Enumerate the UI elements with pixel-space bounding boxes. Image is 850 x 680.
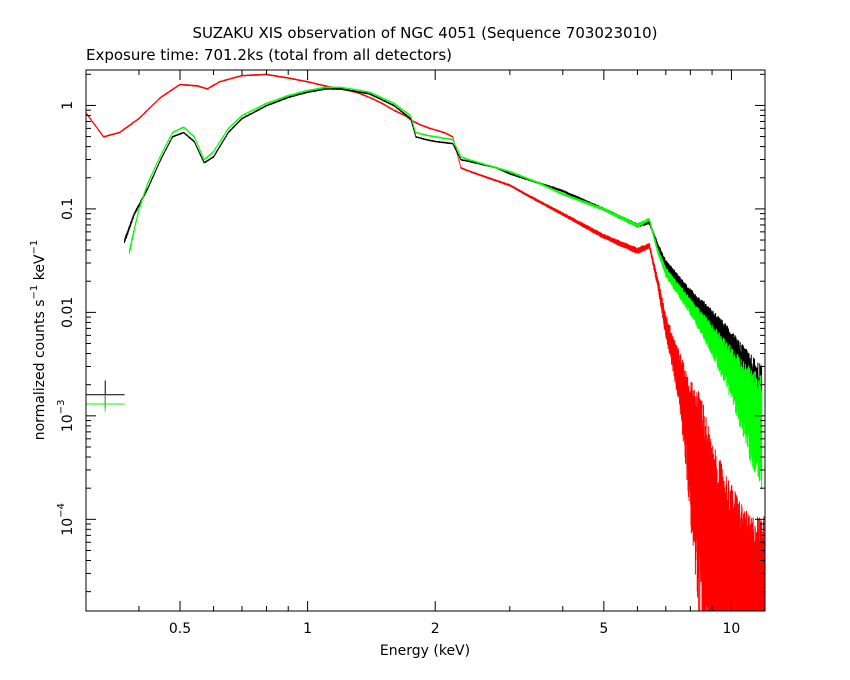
series-2 — [129, 86, 763, 490]
chart-subtitle: Exposure time: 701.2ks (total from all d… — [86, 46, 452, 64]
chart-title: SUZAKU XIS observation of NGC 4051 (Sequ… — [192, 24, 657, 42]
data-layer — [85, 73, 766, 611]
series-0 — [85, 73, 766, 611]
